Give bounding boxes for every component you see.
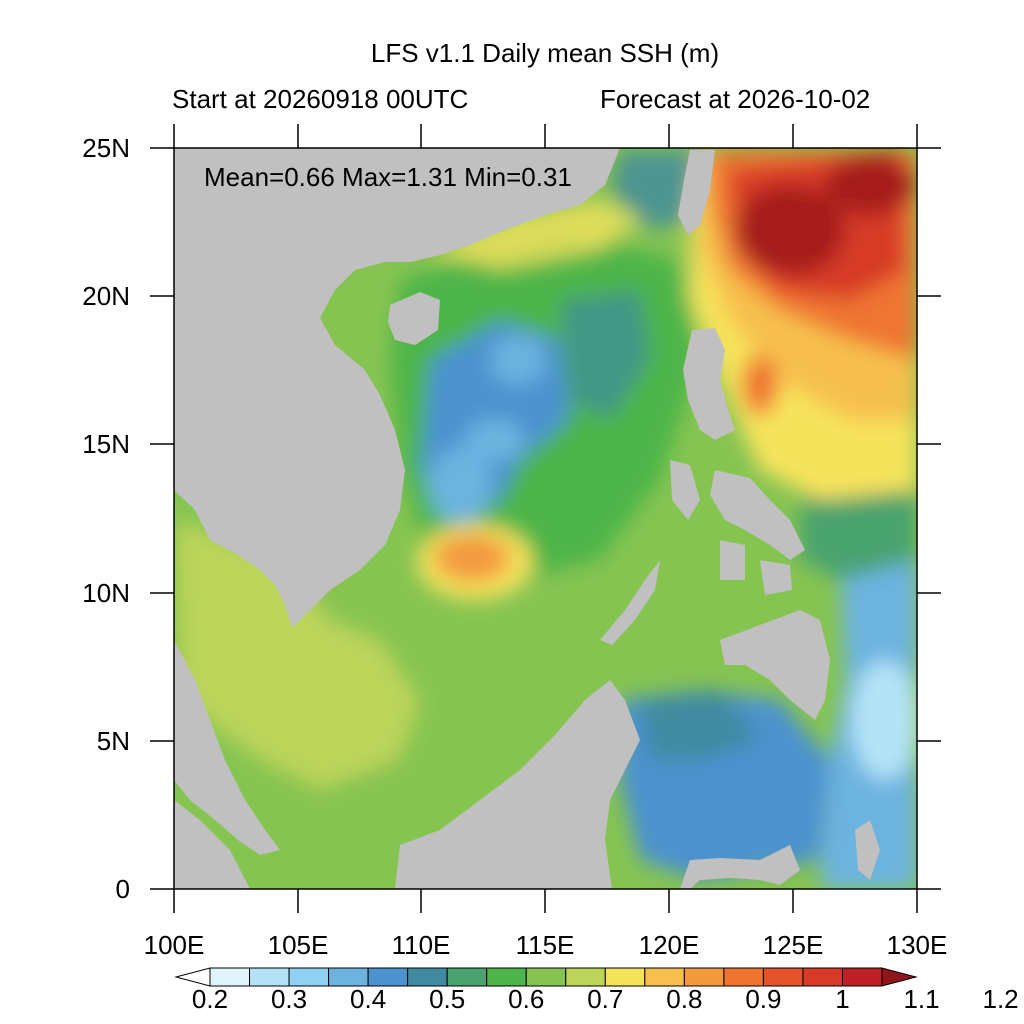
lat-label-25n: 25N — [82, 133, 130, 163]
colorbar-label: 0.6 — [508, 984, 545, 1014]
lat-label-5n: 5N — [96, 726, 130, 756]
lat-label-20n: 20N — [82, 281, 130, 311]
lon-label-130e: 130E — [886, 930, 948, 960]
mindanao-island — [720, 610, 830, 720]
lat-label-0: 0 — [115, 874, 130, 904]
lon-label-110e: 110E — [391, 930, 451, 960]
taiwan-island — [678, 150, 715, 235]
visayas-islands — [710, 470, 805, 560]
ssh-field — [174, 148, 917, 889]
halmahera-island — [855, 820, 880, 880]
lon-label-100e: 100E — [143, 930, 205, 960]
colorbar — [174, 967, 918, 987]
colorbar-label: 1 — [835, 984, 850, 1014]
colorbar-label: 0.3 — [270, 984, 308, 1014]
colorbar-label: 0.5 — [429, 984, 466, 1014]
colorbar-label: 0.4 — [350, 984, 387, 1014]
colorbar-label: 0.7 — [587, 984, 624, 1014]
colorbar-label: 0.8 — [666, 984, 703, 1014]
mainland-asia — [174, 148, 620, 628]
lat-label-15n: 15N — [82, 429, 130, 459]
colorbar-label: 1.1 — [903, 984, 940, 1014]
sulawesi-island — [680, 845, 800, 889]
luzon-island — [683, 328, 735, 440]
colorbar-label: 0.2 — [191, 984, 229, 1014]
lon-label-105e: 105E — [267, 930, 329, 960]
lon-label-115e: 115E — [515, 930, 575, 960]
lat-label-10n: 10N — [82, 578, 130, 608]
axis-ticks — [150, 124, 941, 913]
borneo-island — [395, 680, 640, 889]
forecast-date-label: Forecast at 2026-10-02 — [600, 84, 871, 114]
stats-label: Mean=0.66 Max=1.31 Min=0.31 — [204, 162, 572, 192]
colorbar-label: 1.2 — [982, 984, 1019, 1014]
mindoro-island — [670, 460, 700, 520]
lon-label-120e: 120E — [638, 930, 700, 960]
sumatra — [174, 800, 250, 889]
map-title: LFS v1.1 Daily mean SSH (m) — [370, 38, 720, 68]
hainan-island — [388, 292, 440, 345]
land-masses — [174, 148, 880, 889]
lon-label-125e: 125E — [762, 930, 824, 960]
malay-peninsula — [174, 640, 280, 855]
colorbar-right-arrow — [881, 967, 918, 987]
palawan-island — [600, 560, 660, 645]
colorbar-label: 0.9 — [745, 984, 782, 1014]
start-time-label: Start at 20260918 00UTC — [172, 84, 469, 114]
